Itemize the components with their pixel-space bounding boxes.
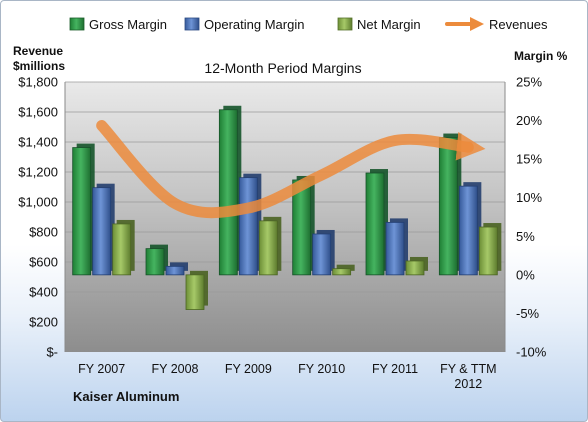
left-axis-ticks: $- $200 $400 $600 $800 $1,000 $1,200 $1,400 $1,6… xyxy=(18,75,58,360)
x-axis-ticks: FY 2007 FY 2008 FY 2009 FY 2010 FY 2011 FY & … xyxy=(78,362,496,391)
bar xyxy=(365,172,385,276)
left-tick-label: $1,600 xyxy=(18,105,58,120)
chart-title: 12-Month Period Margins xyxy=(204,60,361,76)
bars xyxy=(72,105,502,310)
legend-arrow-icon xyxy=(470,17,484,31)
right-tick-label: -10% xyxy=(516,345,547,360)
bar xyxy=(165,265,185,276)
x-tick-label: FY & TTM xyxy=(440,362,497,376)
x-tick-label: FY 2009 xyxy=(225,362,272,376)
revenue-line-path xyxy=(96,120,486,219)
left-axis-title-line2: $millions xyxy=(13,59,65,73)
left-tick-label: $- xyxy=(46,345,58,360)
bar xyxy=(218,109,238,276)
bar xyxy=(238,177,258,276)
right-tick-label: 0% xyxy=(516,267,535,282)
bar xyxy=(438,137,458,276)
x-tick-label: 2012 xyxy=(454,377,482,391)
bar xyxy=(478,226,498,276)
bar xyxy=(185,274,205,310)
left-tick-label: $1,400 xyxy=(18,135,58,150)
right-tick-label: 5% xyxy=(516,229,535,244)
bar xyxy=(92,187,112,276)
x-tick-label: FY 2007 xyxy=(78,362,125,376)
left-tick-label: $1,800 xyxy=(18,75,58,90)
left-tick-label: $600 xyxy=(29,255,58,270)
legend-label-revenues: Revenues xyxy=(489,17,548,32)
right-tick-label: 20% xyxy=(516,113,542,128)
bar-shadow xyxy=(336,264,355,271)
legend-label-gross-margin: Gross Margin xyxy=(89,17,167,32)
left-tick-label: $200 xyxy=(29,315,58,330)
bar xyxy=(458,185,478,276)
x-tick-label: FY 2008 xyxy=(151,362,198,376)
x-tick-label: FY 2010 xyxy=(298,362,345,376)
left-tick-label: $800 xyxy=(29,225,58,240)
left-axis-title-line1: Revenue xyxy=(13,44,63,58)
bar xyxy=(385,221,405,276)
left-tick-label: $1,000 xyxy=(18,195,58,210)
right-tick-label: 25% xyxy=(516,75,542,90)
bar xyxy=(312,233,332,276)
bar xyxy=(332,268,352,276)
bar xyxy=(258,220,278,276)
right-tick-label: 10% xyxy=(516,190,542,205)
company-label: Kaiser Aluminum xyxy=(73,389,179,404)
legend-label-operating-margin: Operating Margin xyxy=(204,17,304,32)
bar xyxy=(112,223,132,276)
legend-swatch-gross-margin xyxy=(69,17,85,31)
legend: Gross Margin Operating Margin Net Margin… xyxy=(69,17,548,32)
revenue-line xyxy=(96,120,486,219)
bar xyxy=(72,147,92,276)
right-axis-title: Margin % xyxy=(514,49,568,63)
legend-swatch-operating-margin xyxy=(184,17,200,31)
right-axis-ticks: -10% -5% 0% 5% 10% 15% 20% 25% xyxy=(516,75,547,360)
plot-area xyxy=(65,82,505,352)
right-tick-label: 15% xyxy=(516,152,542,167)
legend-label-net-margin: Net Margin xyxy=(357,17,421,32)
legend-swatch-net-margin xyxy=(337,17,353,31)
right-tick-label: -5% xyxy=(516,306,540,321)
left-tick-label: $400 xyxy=(29,285,58,300)
x-tick-label: FY 2011 xyxy=(372,362,418,376)
bar xyxy=(405,260,425,276)
left-tick-label: $1,200 xyxy=(18,165,58,180)
bar xyxy=(145,248,165,276)
